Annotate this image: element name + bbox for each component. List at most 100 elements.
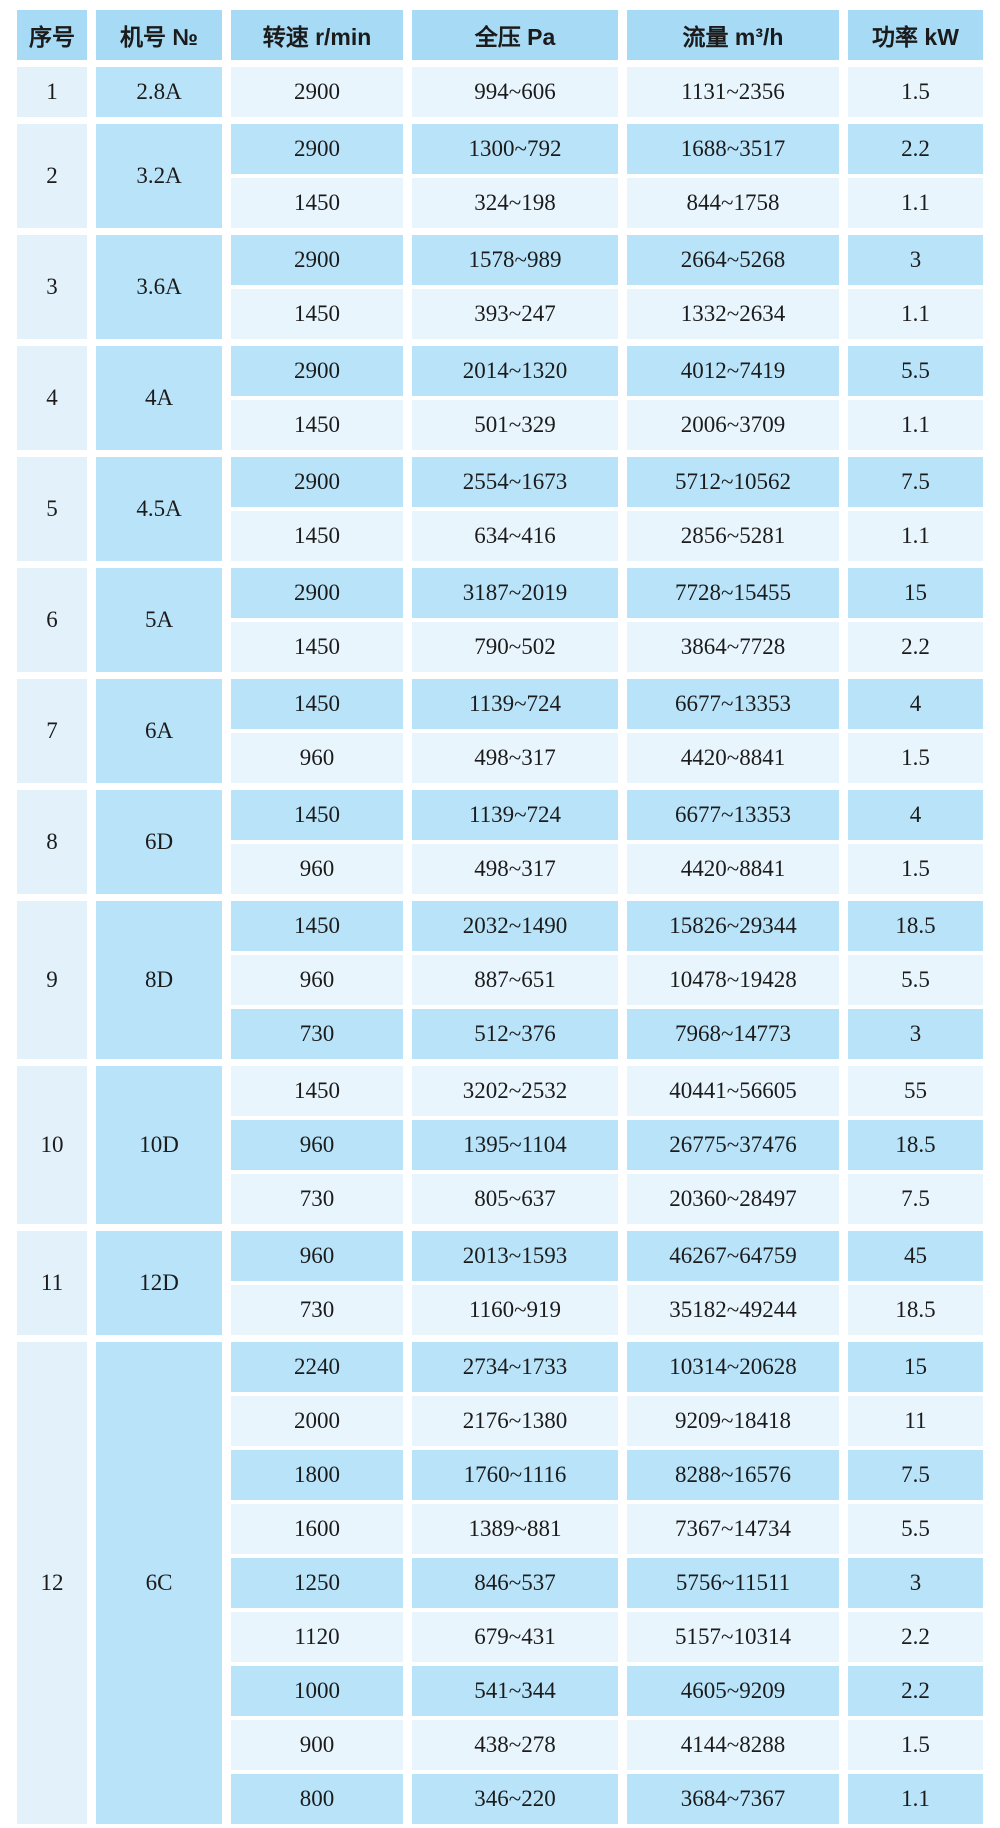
- header-speed: 转速 r/min: [231, 10, 403, 60]
- speed-cell: 1450: [231, 676, 403, 729]
- power-cell: 3: [848, 1558, 983, 1608]
- flow-cell: 2664~5268: [627, 232, 839, 285]
- pressure-cell: 498~317: [412, 844, 618, 894]
- model-cell: 5A: [96, 565, 222, 672]
- power-cell: 7.5: [848, 1450, 983, 1500]
- pressure-cell: 1389~881: [412, 1504, 618, 1554]
- flow-cell: 1332~2634: [627, 289, 839, 339]
- header-serial: 序号: [17, 10, 87, 60]
- model-cell: 4A: [96, 343, 222, 450]
- speed-cell: 2900: [231, 64, 403, 117]
- model-cell: 6D: [96, 787, 222, 894]
- table-row: 960 1395~1104 26775~37476 18.5: [17, 1120, 983, 1170]
- flow-cell: 26775~37476: [627, 1120, 839, 1170]
- model-cell: 12D: [96, 1228, 222, 1335]
- table-row: 4 4A 2900 2014~1320 4012~7419 5.5: [17, 343, 983, 450]
- table-row: 3 3.6A 2900 1578~989 2664~5268 3: [17, 232, 983, 339]
- serial-cell: 6: [17, 565, 87, 672]
- power-cell: 4: [848, 676, 983, 729]
- power-cell: 15: [848, 565, 983, 618]
- pressure-cell: 1139~724: [412, 787, 618, 840]
- table-row: 1250 846~537 5756~11511 3: [17, 1558, 983, 1608]
- speed-cell: 2900: [231, 343, 403, 396]
- header-power: 功率 kW: [848, 10, 983, 60]
- header-model: 机号 №: [96, 10, 222, 60]
- flow-cell: 1131~2356: [627, 64, 839, 117]
- pressure-cell: 438~278: [412, 1720, 618, 1770]
- table-header: 序号 机号 № 转速 r/min 全压 Pa 流量 m³/h 功率 kW: [17, 10, 983, 60]
- speed-cell: 960: [231, 1120, 403, 1170]
- pressure-cell: 887~651: [412, 955, 618, 1005]
- serial-cell: 8: [17, 787, 87, 894]
- speed-cell: 1600: [231, 1504, 403, 1554]
- flow-cell: 46267~64759: [627, 1228, 839, 1281]
- speed-cell: 1450: [231, 289, 403, 339]
- speed-cell: 1120: [231, 1612, 403, 1662]
- speed-cell: 800: [231, 1774, 403, 1824]
- pressure-cell: 2014~1320: [412, 343, 618, 396]
- table-row: 11 12D 960 2013~1593 46267~64759 45: [17, 1228, 983, 1335]
- power-cell: 45: [848, 1228, 983, 1281]
- pressure-cell: 541~344: [412, 1666, 618, 1716]
- flow-cell: 15826~29344: [627, 898, 839, 951]
- power-cell: 2.2: [848, 1666, 983, 1716]
- speed-cell: 2000: [231, 1396, 403, 1446]
- flow-cell: 4420~8841: [627, 844, 839, 894]
- header-row: 序号 机号 № 转速 r/min 全压 Pa 流量 m³/h 功率 kW: [17, 10, 983, 60]
- power-cell: 2.2: [848, 121, 983, 174]
- pressure-cell: 1760~1116: [412, 1450, 618, 1500]
- table-row: 8 6D 1450 1139~724 6677~13353 4: [17, 787, 983, 894]
- speed-cell: 1450: [231, 1063, 403, 1116]
- power-cell: 2.2: [848, 1612, 983, 1662]
- speed-cell: 960: [231, 844, 403, 894]
- speed-cell: 1450: [231, 511, 403, 561]
- pressure-cell: 1578~989: [412, 232, 618, 285]
- power-cell: 3: [848, 232, 983, 285]
- flow-cell: 2006~3709: [627, 400, 839, 450]
- power-cell: 5.5: [848, 955, 983, 1005]
- flow-cell: 3684~7367: [627, 1774, 839, 1824]
- table-row: 12 6C 2240 2734~1733 10314~20628 15: [17, 1339, 983, 1824]
- flow-cell: 1688~3517: [627, 121, 839, 174]
- model-cell: 3.2A: [96, 121, 222, 228]
- pressure-cell: 501~329: [412, 400, 618, 450]
- flow-cell: 40441~56605: [627, 1063, 839, 1116]
- flow-cell: 20360~28497: [627, 1174, 839, 1224]
- power-cell: 11: [848, 1396, 983, 1446]
- flow-cell: 4012~7419: [627, 343, 839, 396]
- table-row: 1450 790~502 3864~7728 2.2: [17, 622, 983, 672]
- header-pressure: 全压 Pa: [412, 10, 618, 60]
- power-cell: 1.5: [848, 64, 983, 117]
- serial-cell: 10: [17, 1063, 87, 1224]
- flow-cell: 4420~8841: [627, 733, 839, 783]
- speed-cell: 960: [231, 955, 403, 1005]
- table-row: 1450 324~198 844~1758 1.1: [17, 178, 983, 228]
- pressure-cell: 634~416: [412, 511, 618, 561]
- pressure-cell: 2013~1593: [412, 1228, 618, 1281]
- power-cell: 1.5: [848, 844, 983, 894]
- power-cell: 7.5: [848, 1174, 983, 1224]
- table-row: 1800 1760~1116 8288~16576 7.5: [17, 1450, 983, 1500]
- table-row: 9 8D 1450 2032~1490 15826~29344 18.5: [17, 898, 983, 1059]
- speed-cell: 1250: [231, 1558, 403, 1608]
- table-row: 730 1160~919 35182~49244 18.5: [17, 1285, 983, 1335]
- power-cell: 1.1: [848, 400, 983, 450]
- serial-cell: 3: [17, 232, 87, 339]
- pressure-cell: 994~606: [412, 64, 618, 117]
- table-row: 2 3.2A 2900 1300~792 1688~3517 2.2: [17, 121, 983, 228]
- table-row: 1450 634~416 2856~5281 1.1: [17, 511, 983, 561]
- table-row: 1 2.8A 2900 994~606 1131~2356 1.5: [17, 64, 983, 117]
- flow-cell: 6677~13353: [627, 676, 839, 729]
- pressure-cell: 2032~1490: [412, 898, 618, 951]
- power-cell: 18.5: [848, 1285, 983, 1335]
- pressure-cell: 512~376: [412, 1009, 618, 1059]
- serial-cell: 7: [17, 676, 87, 783]
- table-row: 960 887~651 10478~19428 5.5: [17, 955, 983, 1005]
- flow-cell: 7367~14734: [627, 1504, 839, 1554]
- flow-cell: 5157~10314: [627, 1612, 839, 1662]
- power-cell: 5.5: [848, 1504, 983, 1554]
- flow-cell: 35182~49244: [627, 1285, 839, 1335]
- speed-cell: 1800: [231, 1450, 403, 1500]
- model-cell: 4.5A: [96, 454, 222, 561]
- serial-cell: 11: [17, 1228, 87, 1335]
